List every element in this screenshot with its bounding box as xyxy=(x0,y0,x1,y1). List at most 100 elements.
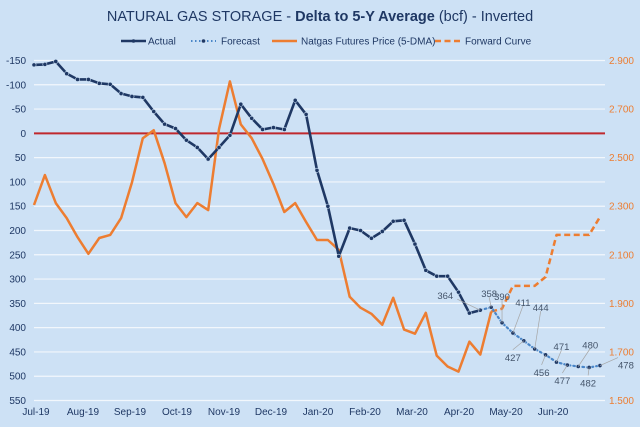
data-label-leader xyxy=(488,297,492,308)
y-left-tick-label: 450 xyxy=(9,347,26,358)
y-right-tick-label: 2.100 xyxy=(609,250,634,261)
data-point xyxy=(564,362,570,368)
data-point xyxy=(401,217,407,223)
series-line-forward-curve xyxy=(490,216,602,313)
chart-title: NATURAL GAS STORAGE - Delta to 5-Y Avera… xyxy=(107,9,533,25)
data-point xyxy=(336,253,342,259)
data-label: 444 xyxy=(533,303,549,314)
data-point xyxy=(216,145,222,150)
data-point xyxy=(53,59,59,64)
data-label-leader xyxy=(534,310,542,350)
legend-item-forward-curve[interactable]: Forward Curve xyxy=(435,37,532,48)
x-tick-label: Jan-20 xyxy=(303,407,334,418)
y-left-tick-label: 350 xyxy=(9,299,26,310)
x-tick-label: Feb-20 xyxy=(349,407,381,418)
data-point xyxy=(434,273,440,279)
y-left-tick-label: -150 xyxy=(6,56,26,67)
data-point xyxy=(369,235,374,241)
data-label-leader xyxy=(512,340,525,351)
legend-item-forecast[interactable]: Forecast xyxy=(191,37,260,48)
data-point xyxy=(303,112,309,117)
data-point xyxy=(238,101,244,107)
x-tick-label: Dec-19 xyxy=(255,407,288,418)
chart-title-bold: Delta to 5-Y Average xyxy=(295,9,435,25)
data-label: 471 xyxy=(554,342,570,353)
legend-forecast-marker xyxy=(201,39,206,43)
y-left-tick-label: 300 xyxy=(9,275,26,286)
data-point xyxy=(140,95,146,100)
x-tick-label: Jun-20 xyxy=(538,407,569,418)
data-label-leader xyxy=(457,298,481,311)
data-point xyxy=(466,310,472,316)
data-point xyxy=(183,137,189,143)
y-axis-right: 2.900 2.700 2.500 2.300 2.100 1.900 1.700 1.500 xyxy=(609,56,634,407)
x-tick-label: Jul-19 xyxy=(22,407,50,418)
data-point xyxy=(347,225,353,231)
data-label-leader xyxy=(587,367,590,376)
data-point xyxy=(271,125,276,130)
y-right-tick-label: 1.500 xyxy=(609,396,634,407)
data-point xyxy=(423,267,429,273)
y-left-tick-label: -100 xyxy=(6,80,26,91)
data-label: 411 xyxy=(515,298,530,309)
y-left-tick-label: 250 xyxy=(9,250,26,261)
data-label: 358 xyxy=(481,289,497,300)
x-tick-label: Oct-19 xyxy=(162,407,192,418)
data-label: 427 xyxy=(505,353,521,364)
data-point xyxy=(314,167,320,173)
data-point xyxy=(64,71,70,77)
legend-futures-label: Natgas Futures Price (5-DMA) xyxy=(301,37,435,48)
y-left-tick-label: 550 xyxy=(9,396,26,407)
data-point xyxy=(86,77,91,82)
data-point xyxy=(118,91,124,96)
data-point xyxy=(129,94,135,99)
x-tick-label: May-20 xyxy=(489,407,523,418)
y-right-tick-label: 2.900 xyxy=(609,56,634,67)
data-point xyxy=(456,289,461,295)
chart-title-suffix: (bcf) - Inverted xyxy=(435,9,533,25)
y-right-tick-label: 2.300 xyxy=(609,202,634,213)
x-axis: Jul-19 Aug-19 Sep-19 Oct-19 Nov-19 Dec-19 Jan-… xyxy=(22,407,568,418)
y-left-tick-label: 400 xyxy=(9,323,26,334)
y-left-tick-label: 50 xyxy=(15,153,27,164)
data-label-leader xyxy=(562,364,568,374)
data-label-leader xyxy=(556,349,562,363)
legend-item-futures[interactable]: Natgas Futures Price (5-DMA) xyxy=(272,37,435,48)
data-point xyxy=(173,126,178,131)
series xyxy=(31,59,603,373)
x-tick-label: Aug-19 xyxy=(67,407,100,418)
y-right-tick-label: 1.700 xyxy=(609,347,634,358)
data-point xyxy=(194,145,200,150)
data-point xyxy=(281,127,287,132)
data-label-leader xyxy=(512,305,524,334)
data-point xyxy=(325,203,331,209)
data-point xyxy=(249,115,255,121)
data-point xyxy=(96,80,102,86)
data-label: 482 xyxy=(580,378,596,389)
chart-title-prefix: NATURAL GAS STORAGE - xyxy=(107,9,295,25)
data-point xyxy=(107,81,113,87)
legend-item-actual[interactable]: Actual xyxy=(121,37,176,48)
y-right-tick-label: 2.700 xyxy=(609,105,634,116)
data-label-leader xyxy=(577,348,591,367)
y-left-tick-label: 500 xyxy=(9,372,26,383)
x-tick-label: Sep-19 xyxy=(114,407,147,418)
data-point xyxy=(358,228,363,233)
data-label-leader xyxy=(599,357,619,366)
data-label: 390 xyxy=(494,292,510,303)
data-label: 478 xyxy=(618,361,634,372)
x-tick-label: Nov-19 xyxy=(208,407,241,418)
data-point xyxy=(205,156,211,162)
gridlines xyxy=(34,59,605,402)
data-point xyxy=(42,61,48,67)
series-line-actual xyxy=(33,60,481,315)
data-point xyxy=(292,97,298,103)
series-line-natgas-futures-price-5-dma xyxy=(32,80,493,373)
y-axis-left: -150 -100 -50 0 50 100 150 200 250 300 350 400 450 50… xyxy=(6,56,26,407)
legend-actual-marker xyxy=(131,39,136,43)
legend-forward-label: Forward Curve xyxy=(465,37,532,48)
data-point xyxy=(75,77,80,82)
legend: Actual Forecast Natgas Futures Price (5-… xyxy=(121,37,532,48)
